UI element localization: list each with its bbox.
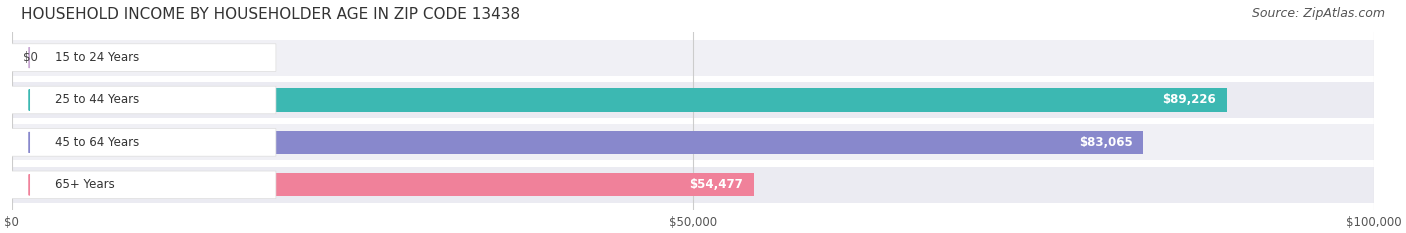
Text: Source: ZipAtlas.com: Source: ZipAtlas.com bbox=[1251, 7, 1385, 20]
FancyBboxPatch shape bbox=[10, 44, 276, 71]
Text: $89,226: $89,226 bbox=[1163, 93, 1216, 106]
FancyBboxPatch shape bbox=[10, 129, 276, 156]
Bar bbox=[11, 167, 1374, 203]
Bar bbox=[11, 40, 1374, 75]
Bar bbox=[11, 88, 1227, 112]
Text: $83,065: $83,065 bbox=[1078, 136, 1132, 149]
Text: 45 to 64 Years: 45 to 64 Years bbox=[55, 136, 139, 149]
Text: 15 to 24 Years: 15 to 24 Years bbox=[55, 51, 139, 64]
Bar bbox=[11, 131, 1143, 154]
Bar bbox=[11, 124, 1374, 161]
Text: 65+ Years: 65+ Years bbox=[55, 178, 115, 191]
Text: $54,477: $54,477 bbox=[689, 178, 742, 191]
Bar bbox=[11, 82, 1374, 118]
FancyBboxPatch shape bbox=[10, 171, 276, 199]
FancyBboxPatch shape bbox=[10, 86, 276, 114]
Bar bbox=[11, 173, 754, 196]
Text: $0: $0 bbox=[22, 51, 38, 64]
Text: HOUSEHOLD INCOME BY HOUSEHOLDER AGE IN ZIP CODE 13438: HOUSEHOLD INCOME BY HOUSEHOLDER AGE IN Z… bbox=[21, 7, 520, 22]
Text: 25 to 44 Years: 25 to 44 Years bbox=[55, 93, 139, 106]
